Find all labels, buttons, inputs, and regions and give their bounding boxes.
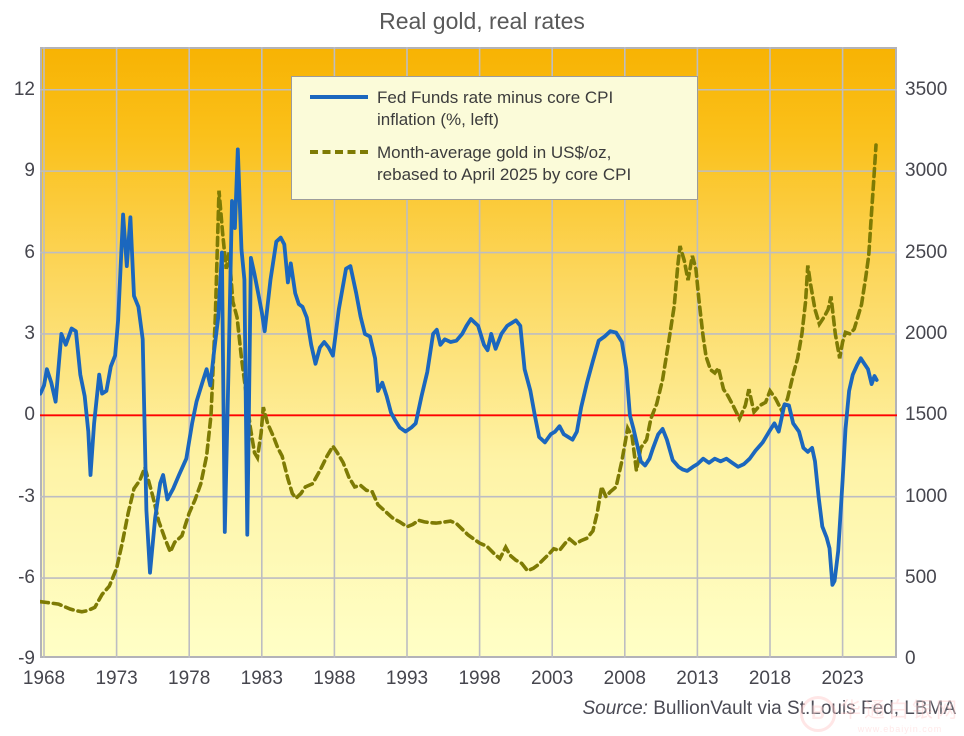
left-axis-tick: 3 <box>24 322 35 344</box>
left-axis-tick: 12 <box>13 78 35 100</box>
left-axis-tick: 9 <box>24 160 35 182</box>
blue-solid-line-swatch <box>310 95 368 99</box>
right-axis-tick: 2500 <box>905 241 948 263</box>
right-axis-tick: 500 <box>905 567 937 589</box>
source-text: BullionVault via St.Louis Fed, LBMA <box>647 698 956 719</box>
legend-label-fed-funds-rate: Fed Funds rate minus core CPI inflation … <box>377 87 613 131</box>
source-attribution: Source: BullionVault via St.Louis Fed, L… <box>582 698 956 720</box>
x-axis-tick: 2003 <box>531 668 574 689</box>
x-axis-tick: 1993 <box>385 668 429 689</box>
left-axis-tick: -9 <box>18 648 35 670</box>
x-axis-tick: 1968 <box>22 668 66 689</box>
chart-title: Real gold, real rates <box>379 8 585 34</box>
legend-item-gold: Month-average gold in US$/oz, rebased to… <box>310 142 685 186</box>
x-axis-tick: 1973 <box>95 668 138 689</box>
left-axis-tick: -3 <box>18 485 35 507</box>
right-axis-tick: 0 <box>905 648 916 670</box>
legend-label-gold: Month-average gold in US$/oz, rebased to… <box>377 142 631 186</box>
left-axis-tick: 6 <box>24 241 35 263</box>
x-axis-tick: 1988 <box>313 668 356 689</box>
legend-item-fed-funds-rate: Fed Funds rate minus core CPI inflation … <box>310 87 685 131</box>
x-axis-tick: 1978 <box>168 668 211 689</box>
x-axis-tick: 2018 <box>748 668 792 689</box>
left-axis-tick: -6 <box>18 567 35 589</box>
x-axis-tick: 2013 <box>676 668 719 689</box>
x-axis-tick: 2008 <box>603 668 646 689</box>
legend-label-line: Month-average gold in US$/oz, <box>377 143 612 163</box>
source-prefix: Source: <box>582 698 648 719</box>
right-axis-tick: 3500 <box>905 78 948 100</box>
right-axis-tick: 2000 <box>905 322 948 344</box>
left-axis-tick: 0 <box>24 404 35 426</box>
right-axis-tick: 1500 <box>905 404 948 426</box>
legend-label-line: Fed Funds rate minus core CPI <box>377 88 614 107</box>
x-axis-tick: 2023 <box>821 668 864 689</box>
right-axis-tick: 3000 <box>905 160 948 182</box>
right-axis-tick: 1000 <box>905 485 948 507</box>
legend-box: Fed Funds rate minus core CPI inflation … <box>291 76 698 200</box>
x-axis-tick: 1983 <box>240 668 283 689</box>
legend-label-line: inflation (%, left) <box>377 110 499 130</box>
legend-label-line: rebased to April 2025 by core CPI <box>377 165 632 185</box>
x-axis-tick: 1998 <box>458 668 501 689</box>
olive-dashed-line-swatch <box>310 150 368 155</box>
